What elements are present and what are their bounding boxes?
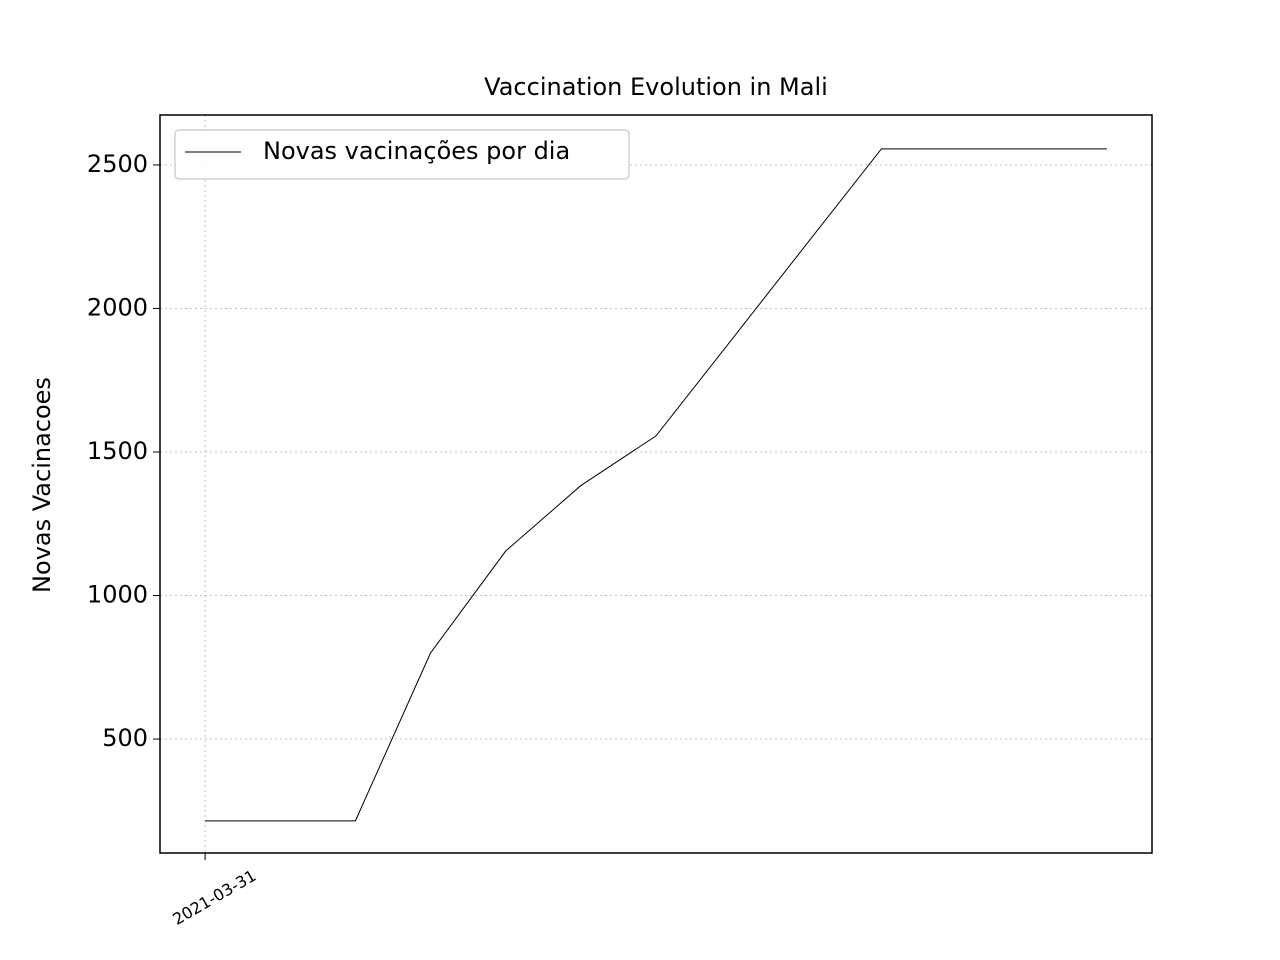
plot-frame [159, 114, 1153, 854]
data-line [205, 148, 1107, 822]
x-axis-label: Date [627, 957, 684, 960]
y-tick-label: 2500 [87, 150, 148, 178]
legend: Novas vacinações por dia [174, 129, 630, 180]
chart-title: Vaccination Evolution in Mali [484, 73, 828, 101]
y-axis-label: Novas Vacinacoes [28, 377, 56, 593]
legend-label: Novas vacinações por dia [263, 137, 570, 165]
y-tick-label: 1000 [87, 581, 148, 609]
legend-box [174, 129, 630, 180]
y-tick-label: 2000 [87, 293, 148, 321]
y-tick-label: 500 [102, 724, 148, 752]
x-tick-label: 2021-03-31 [169, 866, 259, 929]
y-tick-label: 1500 [87, 437, 148, 465]
